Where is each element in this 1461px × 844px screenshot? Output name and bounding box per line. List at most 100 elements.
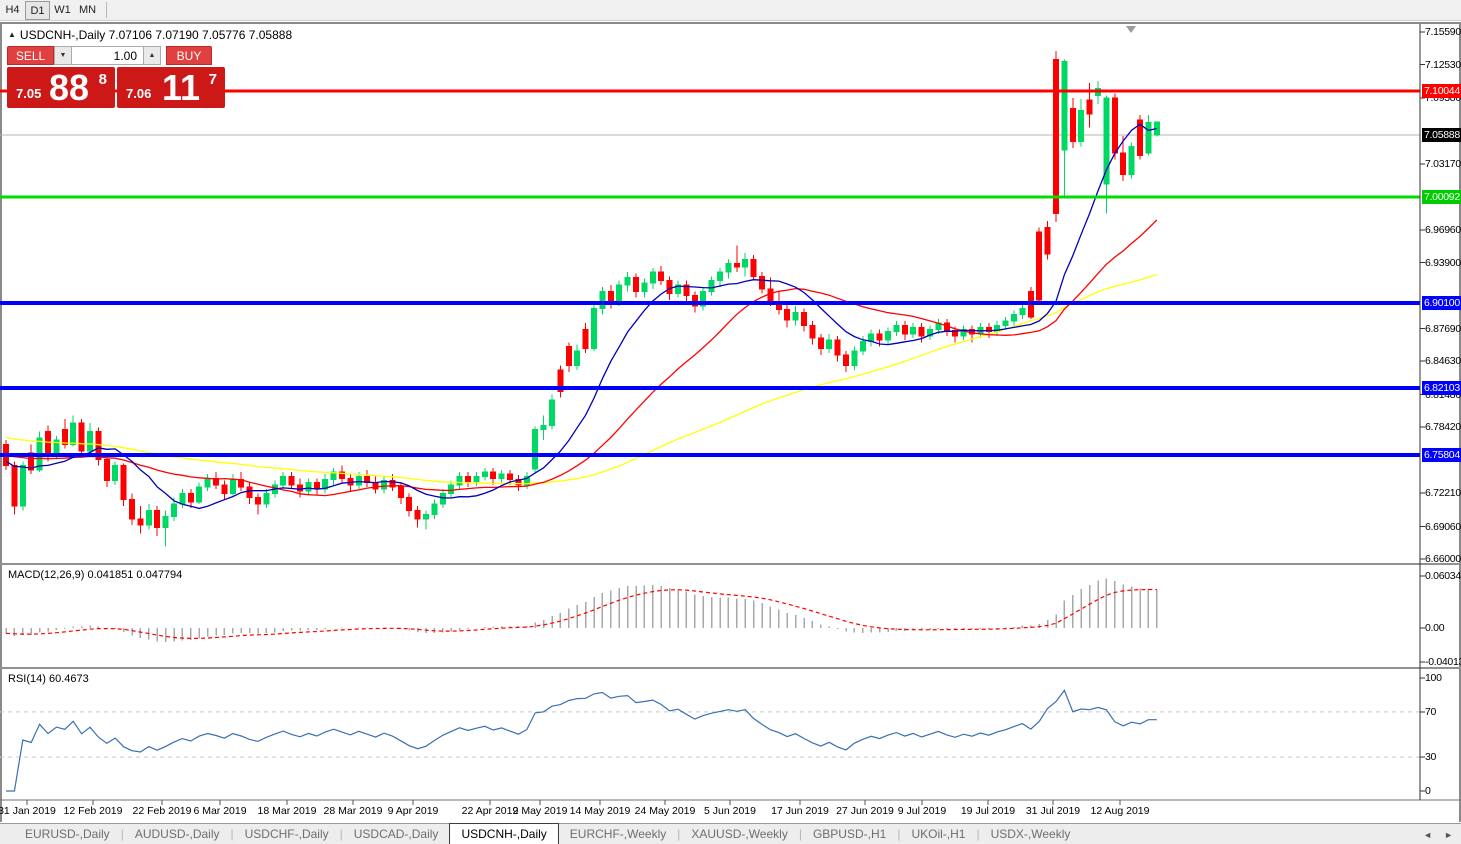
sell-button[interactable]: SELL (7, 46, 54, 65)
candle-body (246, 486, 253, 499)
candle-body (305, 482, 312, 492)
rsi-axis-tick-label: 70 (1425, 705, 1437, 718)
candle-body (179, 492, 186, 505)
candle-body (1128, 146, 1135, 175)
price-axis-tick-label: 6.93900 (1425, 256, 1461, 269)
tab-separator: | (230, 827, 234, 841)
tab-gbpusd-h1[interactable]: GBPUSD-,H1 (812, 827, 887, 841)
sell-price-box[interactable]: 7.05 88 8 (7, 67, 115, 108)
candle-body (1086, 99, 1093, 115)
timeframe-button-w1[interactable]: W1 (54, 3, 71, 16)
candle-body (448, 484, 455, 494)
timeframe-button-d1[interactable]: D1 (25, 0, 50, 20)
tab-usdchf-daily[interactable]: USDCHF-,Daily (244, 827, 329, 841)
candle-body (826, 339, 833, 350)
main-plot (0, 51, 1420, 547)
tab-ukoil-h1[interactable]: UKOil-,H1 (911, 827, 966, 841)
candle-body (759, 275, 765, 290)
candle-body (196, 486, 203, 503)
candle-body (263, 492, 270, 505)
ma-mid-line (5, 219, 1158, 497)
date-axis-label: 5 Jun 2019 (704, 805, 756, 817)
tab-audusd-daily[interactable]: AUDUSD-,Daily (134, 827, 220, 841)
candle-body (120, 465, 127, 501)
candle-body (204, 477, 211, 488)
candle-body (19, 465, 26, 507)
date-axis-label: 22 Apr 2019 (461, 805, 519, 817)
tab-usdcad-daily[interactable]: USDCAD-,Daily (353, 827, 439, 841)
candle-body (801, 312, 807, 326)
date-axis-label: 14 May 2019 (569, 805, 631, 817)
tab-scroll-arrows: ◄ ► (1423, 824, 1453, 844)
candle-body (87, 431, 93, 452)
candle-body (599, 290, 606, 309)
candle-body (498, 473, 505, 479)
tab-separator: | (677, 827, 681, 841)
candle-body (473, 475, 480, 483)
candle-body (137, 518, 144, 526)
collapse-triangle-icon[interactable]: ▲ (8, 30, 16, 39)
timeframe-toolbar: H4 D1 W1 MN (0, 0, 1461, 21)
candle-body (817, 337, 824, 350)
tab-eurusd-daily[interactable]: EURUSD-,Daily (25, 827, 110, 841)
volume-input[interactable] (72, 46, 143, 65)
macd-signal-line (5, 588, 1157, 640)
date-axis-label: 24 May 2019 (634, 805, 696, 817)
price-axis-tick-label: 6.78420 (1425, 421, 1461, 434)
timeframe-button-mn[interactable]: MN (78, 3, 97, 16)
candle-body (868, 333, 875, 342)
candle-body (372, 482, 379, 490)
candle-body (683, 284, 690, 297)
candle-body (355, 475, 362, 486)
tab-usdx-weekly[interactable]: USDX-,Weekly (990, 827, 1071, 841)
candle-body (1069, 107, 1076, 142)
candle-body (507, 473, 513, 480)
candle-body (633, 277, 639, 292)
candle-body (280, 475, 287, 486)
candle-body (901, 324, 908, 335)
candle-body (893, 324, 900, 333)
date-axis-label: 17 Jun 2019 (771, 805, 829, 817)
candle-body (708, 280, 715, 292)
tab-scroll-left-icon[interactable]: ◄ (1423, 829, 1433, 840)
candle-body (229, 478, 236, 494)
buy-price-box[interactable]: 7.06 11 7 (117, 67, 225, 108)
candle-body (322, 478, 329, 490)
candle-body (540, 424, 547, 431)
candle-body (784, 308, 791, 321)
rsi-axis-tick-label: 0 (1425, 785, 1431, 797)
buy-button[interactable]: BUY (166, 46, 212, 65)
ma-fast-line (5, 123, 1157, 510)
price-axis-tick-label: 7.15590 (1425, 26, 1461, 39)
candle-body (750, 258, 757, 277)
candle-body (1103, 97, 1110, 185)
date-axis-label: 31 Jul 2019 (1025, 805, 1081, 817)
candle-body (675, 284, 681, 294)
candle-body (213, 477, 219, 486)
volume-increase-icon[interactable]: ▲ (143, 46, 161, 65)
tab-scroll-right-icon[interactable]: ► (1444, 829, 1453, 840)
candle-body (431, 503, 438, 516)
candle-body (985, 326, 992, 333)
candle-body (330, 471, 337, 480)
date-axis-label: 22 Feb 2019 (132, 805, 192, 817)
tab-xauusd-weekly[interactable]: XAUUSD-,Weekly (691, 827, 788, 841)
chart-shift-marker-icon[interactable] (1126, 26, 1136, 33)
candle-body (129, 499, 135, 520)
date-axis-label: 9 Jul 2019 (897, 805, 947, 817)
timeframe-button-h4[interactable]: H4 (5, 3, 20, 16)
volume-decrease-icon[interactable]: ▼ (54, 46, 72, 65)
candle-body (859, 340, 866, 352)
date-axis-label: 28 Mar 2019 (323, 805, 383, 817)
chart-ohlc-quote: 7.07106 7.07190 7.05776 7.05888 (108, 28, 293, 42)
macd-axis-tick-label: 0.060343 (1425, 570, 1461, 582)
candle-body (11, 465, 18, 507)
candle-body (1011, 314, 1017, 322)
tab-usdcnh-daily[interactable]: USDCNH-,Daily (449, 823, 559, 844)
rsi-axis-tick-label: 30 (1425, 751, 1437, 764)
candles (3, 51, 1160, 547)
tab-eurchf-weekly[interactable]: EURCHF-,Weekly (569, 827, 667, 841)
candle-body (1036, 231, 1043, 301)
candle-body (1019, 307, 1026, 316)
candle-body (339, 471, 345, 479)
